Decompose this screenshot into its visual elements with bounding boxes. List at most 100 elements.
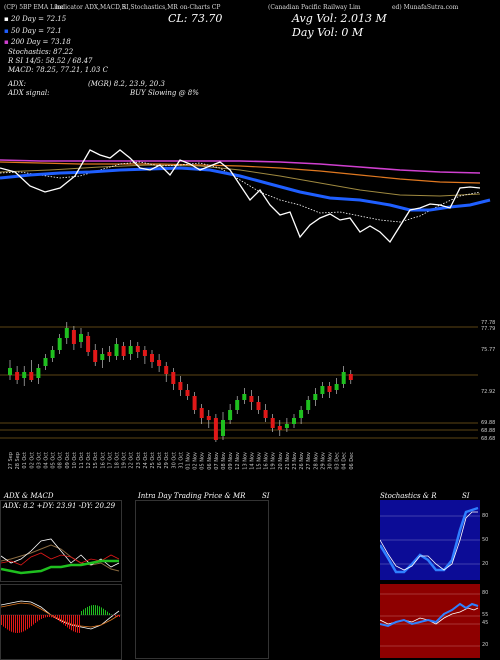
macd-bar	[47, 615, 48, 618]
date-tick: 24 Oct	[143, 452, 149, 469]
price-tick: 72.92	[481, 389, 495, 395]
date-tick: 29 Oct	[164, 452, 170, 469]
olive-ma-line	[0, 164, 481, 197]
candle-body	[150, 354, 154, 362]
macd-bar	[29, 615, 30, 628]
header-site: ed) MunafaSutra.com	[392, 4, 459, 11]
candle-body	[164, 366, 169, 374]
candle-body	[22, 372, 27, 378]
candle-body	[128, 346, 133, 354]
date-tick: 19 Nov	[271, 452, 277, 470]
macd-bar	[35, 615, 36, 623]
price-line	[0, 149, 481, 244]
candle-body	[348, 374, 353, 380]
adx-signal-label: ADX signal:	[8, 89, 50, 97]
legend-stochastics: Stochastics: 87.22	[8, 48, 74, 56]
candle-body	[93, 350, 98, 362]
macd-bar	[69, 615, 70, 629]
candle-body	[313, 394, 318, 400]
macd-bar	[9, 615, 10, 631]
macd-bar	[33, 615, 34, 625]
adx-values-label: ADX: 8.2 +DY: 23.91 -DY: 20.29	[3, 502, 116, 510]
date-tick: 06 Nov	[207, 452, 213, 470]
date-tick: 15 Oct	[93, 452, 99, 469]
legend-dma20: ▪ 20 Day = 72.15	[4, 15, 67, 23]
avg-volume-label: Avg Vol: 2.013 M	[292, 12, 387, 25]
close-price-label: CL: 73.70	[168, 12, 223, 25]
date-tick: 03 Oct	[36, 452, 42, 469]
intraday-title: Intra Day Trading Price & MR	[138, 492, 246, 500]
date-tick: 28 Sep	[15, 452, 21, 469]
macd-bar	[57, 615, 58, 620]
macd-bar	[43, 615, 44, 619]
date-tick: 02 Nov	[193, 452, 199, 470]
date-tick: 04 Oct	[44, 452, 50, 469]
macd-bar	[83, 609, 84, 615]
candle-body	[135, 346, 140, 352]
header-company: (Canadian Pacific Railway Lim	[268, 4, 361, 11]
macd-bar	[75, 615, 76, 633]
date-tick: 06 Dec	[349, 452, 355, 470]
stoch-si: SI	[462, 492, 470, 500]
rsi-tick-55: 55	[482, 612, 489, 618]
date-tick: 23 Oct	[136, 452, 142, 469]
macd-bar	[73, 615, 74, 632]
magenta-ma-line	[0, 159, 481, 174]
macd-bar	[63, 615, 64, 625]
date-tick: 12 Oct	[86, 452, 92, 469]
orange-ma-line	[0, 161, 481, 184]
candle-body	[121, 346, 126, 356]
date-tick: 30 Oct	[171, 452, 177, 469]
macd-bar	[71, 615, 72, 631]
candle-body	[221, 420, 225, 436]
candle-body	[36, 368, 41, 378]
macd-bar	[7, 615, 8, 630]
date-tick: 31 Oct	[178, 452, 184, 469]
date-tick: 27 Sep	[8, 452, 14, 469]
date-tick: 01 Oct	[22, 452, 28, 469]
adx-lines	[1, 538, 120, 575]
header-indicators: Indicator ADX,MACD,R	[55, 4, 127, 11]
candle-body	[8, 368, 12, 375]
date-tick: 15 Nov	[257, 452, 263, 470]
macd-bar	[51, 615, 52, 618]
rsi-tick-45: 45	[482, 620, 489, 626]
date-tick: 09 Nov	[228, 452, 234, 470]
macd-bar	[39, 615, 40, 621]
macd-bar	[31, 615, 32, 627]
candle-body	[199, 408, 204, 418]
macd-bar	[95, 605, 96, 615]
date-tick: 23 Nov	[292, 452, 298, 470]
date-tick: 22 Oct	[129, 452, 135, 469]
candle-body	[270, 418, 275, 428]
stochastics-lines	[380, 506, 480, 574]
macd-bar	[99, 606, 100, 615]
macd-bar	[97, 605, 98, 615]
date-tick: 03 Dec	[335, 452, 341, 470]
price-tick: 75.77	[481, 347, 495, 353]
macd-bar	[103, 608, 104, 615]
header-symbol: (CP) 5BP EMA Line	[4, 4, 64, 11]
candle-body	[57, 338, 62, 350]
blue-ma-line	[0, 166, 491, 212]
price-tick: 77.78	[481, 320, 495, 326]
date-tick: 10 Oct	[72, 452, 78, 469]
stochastics-panel	[380, 500, 480, 580]
adx-panel: ADX: 8.2 +DY: 23.91 -DY: 20.29	[0, 500, 122, 582]
rsi-lines	[380, 593, 480, 647]
adx-values: (MGR) 8.2, 23.9, 20.3	[88, 80, 165, 88]
date-tick: 05 Oct	[51, 452, 57, 469]
macd-bar	[3, 615, 4, 627]
candle-body	[157, 360, 162, 366]
candle-body	[249, 396, 254, 402]
macd-bar	[41, 615, 42, 619]
macd-bar	[49, 615, 50, 618]
date-tick: 12 Nov	[235, 452, 241, 470]
candle-body	[64, 328, 69, 338]
macd-bar	[21, 615, 22, 633]
stoch-tick-50: 50	[482, 537, 489, 543]
candle-body	[86, 336, 91, 352]
date-tick: 18 Oct	[115, 452, 121, 469]
date-tick: 11 Oct	[79, 452, 85, 469]
macd-bar	[27, 615, 28, 630]
